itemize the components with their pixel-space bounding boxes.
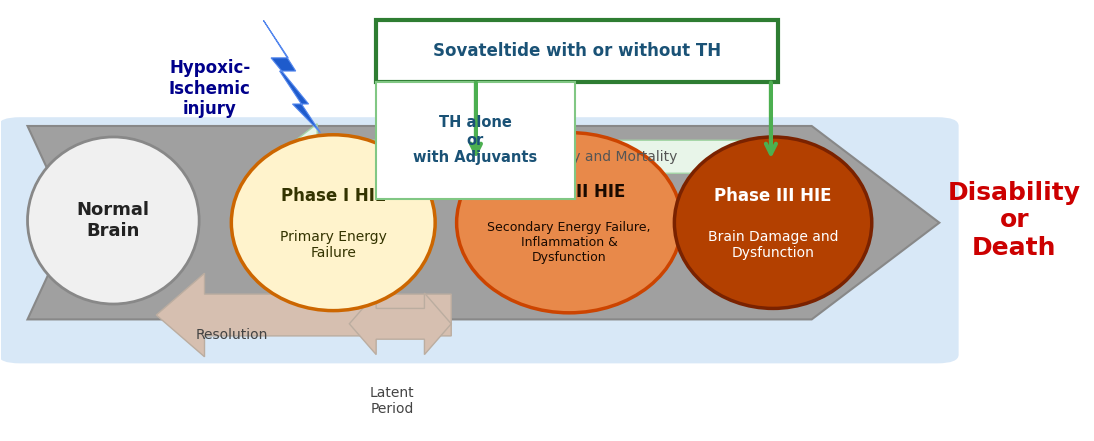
FancyBboxPatch shape [0,117,958,363]
Text: Sovateltide with or without TH: Sovateltide with or without TH [433,42,721,60]
Ellipse shape [456,133,682,313]
Text: Brain Damage and
Dysfunction: Brain Damage and Dysfunction [708,230,838,260]
Text: TH alone
or
with Adjuvants: TH alone or with Adjuvants [414,116,537,165]
Polygon shape [27,126,940,319]
Text: Normal
Brain: Normal Brain [77,201,150,240]
Text: Primary Energy
Failure: Primary Energy Failure [280,230,386,260]
FancyBboxPatch shape [376,20,779,82]
Text: Latent
Period: Latent Period [370,385,415,416]
FancyBboxPatch shape [376,82,574,198]
Polygon shape [264,20,321,133]
Text: Disability
or
Death: Disability or Death [947,181,1081,260]
Polygon shape [275,124,794,190]
Polygon shape [156,273,451,357]
Ellipse shape [674,137,872,308]
Text: Reduces disability and Mortality: Reduces disability and Mortality [455,150,678,164]
Ellipse shape [231,135,435,310]
Text: Hypoxic-
Ischemic
injury: Hypoxic- Ischemic injury [168,59,251,119]
Ellipse shape [27,137,199,304]
Text: Resolution: Resolution [195,328,268,342]
Text: Phase III HIE: Phase III HIE [714,187,831,206]
Text: Phase II HIE: Phase II HIE [513,183,625,201]
Polygon shape [349,293,451,355]
Text: Phase I HIE: Phase I HIE [281,187,386,206]
Text: Secondary Energy Failure,
Inflammation &
Dysfunction: Secondary Energy Failure, Inflammation &… [488,221,651,264]
